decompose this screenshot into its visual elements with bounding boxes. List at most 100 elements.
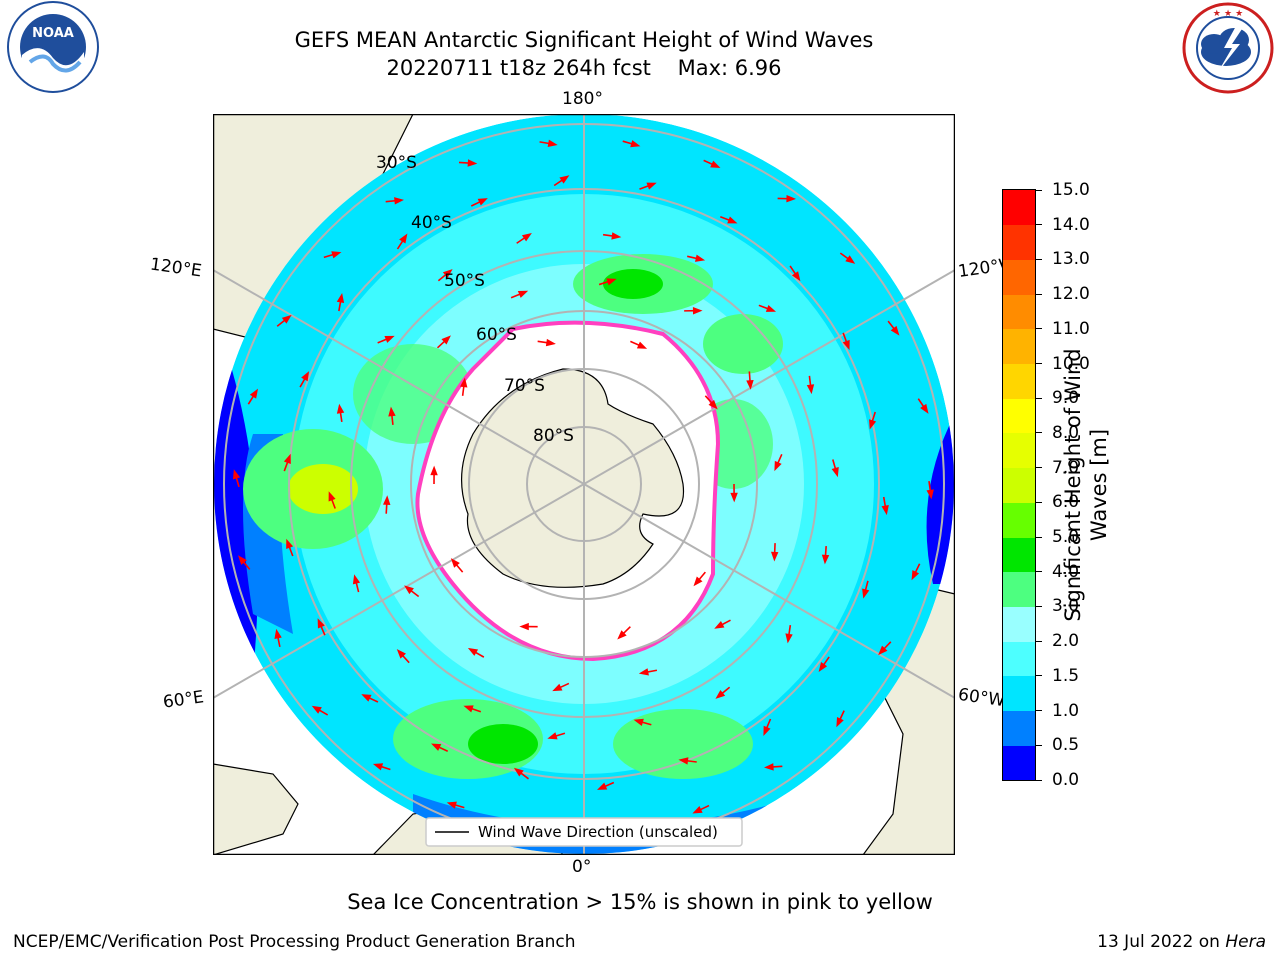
ice-note: Sea Ice Concentration > 15% is shown in … (347, 890, 933, 914)
colorbar-tick-label: 1.5 (1036, 666, 1079, 686)
wind-wave-arrowhead (638, 668, 649, 676)
wind-wave-arrowhead (920, 403, 929, 414)
wind-wave-arrowhead (630, 140, 641, 148)
colorbar-segment (1003, 745, 1035, 781)
wind-wave-arrowhead (477, 198, 488, 206)
wind-wave-arrowhead (890, 325, 900, 336)
title-line-1: GEFS MEAN Antarctic Significant Height o… (294, 28, 874, 52)
polar-map: 30°S 40°S 50°S 60°S 70°S 80°S Wind Wave … (213, 114, 955, 855)
wind-wave-arrowhead (372, 763, 384, 771)
lon-label-60w: 60°W (956, 684, 1007, 712)
wind-wave-arrowhead (399, 233, 408, 244)
colorbar-tick-label: 3.0 (1036, 596, 1079, 616)
lat-label-30s: 30°S (376, 153, 417, 173)
colorbar-tick-label: 2.0 (1036, 631, 1079, 651)
wind-wave-arrowhead (431, 743, 442, 751)
wind-wave-arrowhead (911, 570, 920, 581)
wind-wave-arrowhead (692, 805, 703, 814)
wind-wave-arrowhead (710, 160, 721, 168)
noaa-wordmark: NOAA (32, 26, 74, 41)
colorbar-segment (1003, 571, 1035, 607)
wind-wave-arrowhead (336, 403, 345, 414)
lat-label-70s: 70°S (504, 376, 545, 396)
wind-wave-arrowhead (818, 662, 828, 673)
colorbar-segment (1003, 467, 1035, 503)
colorbar-segment (1003, 641, 1035, 677)
noaa-logo: NOAA (7, 1, 99, 93)
wind-wave-arrowhead (394, 197, 404, 205)
colorbar-label: Significant Height of Wind Waves [m] (1060, 335, 1120, 635)
lon-label-60e: 60°E (161, 687, 206, 713)
colorbar-segment (1003, 224, 1035, 260)
colorbar-label-line-2: Waves [m] (1087, 428, 1111, 542)
wind-wave-arrowhead (384, 335, 395, 343)
wind-wave-arrowhead (404, 585, 414, 595)
madagascar-land (213, 763, 299, 855)
wind-wave-arrowhead (831, 466, 839, 478)
colorbar-segment (1003, 328, 1035, 365)
wind-wave-arrowhead (617, 630, 627, 640)
wind-wave-arrowhead (430, 465, 438, 476)
lon-label-0: 0° (572, 857, 592, 877)
colorbar-segment (1003, 363, 1035, 399)
wind-wave-arrowhead (774, 460, 782, 472)
map-frame (213, 114, 955, 855)
wind-wave-arrowhead (446, 801, 457, 809)
wind-wave-arrowhead (633, 718, 644, 726)
wind-wave-arrowhead (331, 251, 342, 259)
wind-wave-arrowhead (693, 576, 703, 587)
run-date-text: 13 Jul 2022 on (1097, 932, 1220, 952)
colorbar (1002, 189, 1036, 781)
colorbar-segment (1003, 398, 1035, 434)
wind-wave-arrowhead (559, 175, 570, 184)
wind-wave-arrowhead (442, 269, 453, 279)
wind-wave-arrowhead (336, 292, 345, 304)
lon-label-120e: 120°E (148, 254, 203, 282)
title-line-2: 20220711 t18z 264h fcst Max: 6.96 (0, 54, 1168, 82)
wind-wave-arrowhead (881, 505, 889, 516)
map-legend: Wind Wave Direction (unscaled) (425, 817, 743, 847)
wind-wave-arrowhead (388, 406, 396, 417)
colorbar-segment (1003, 606, 1035, 642)
colorbar-segment (1003, 259, 1035, 295)
branch-credit: NCEP/EMC/Verification Post Processing Pr… (13, 932, 576, 952)
wind-wave-arrowhead (791, 271, 801, 282)
lon-label-180: 180° (562, 89, 603, 109)
colorbar-tick-label: 7.0 (1036, 458, 1079, 478)
lat-label-80s: 80°S (533, 426, 574, 446)
wind-wave-arrowhead (352, 574, 361, 585)
wind-wave-arrowhead (596, 782, 608, 790)
graticule (213, 114, 955, 855)
wind-wave-arrowhead (547, 732, 558, 740)
wind-wave-arrowhead (441, 335, 451, 345)
wind-wave-arrowhead (519, 622, 529, 631)
wind-wave-arrowhead (237, 555, 247, 565)
colorbar-tick-label: 15.0 (1036, 180, 1090, 200)
forecast-cycle: 20220711 t18z 264h fcst (386, 56, 651, 80)
colorbar-label-line-1: Significant Height of Wind (1061, 348, 1085, 622)
wind-wave-arrowhead (786, 194, 796, 203)
wind-wave-arrowhead (836, 717, 844, 728)
colorbar-segment (1003, 432, 1035, 469)
wind-wave-arrowhead (547, 139, 558, 148)
chart-title: GEFS MEAN Antarctic Significant Height o… (0, 26, 1168, 82)
wind-wave-arrowhead (715, 689, 726, 699)
colorbar-tick-label: 6.0 (1036, 492, 1079, 512)
wind-wave-arrowhead (694, 254, 706, 262)
colorbar-tick-label: 1.0 (1036, 701, 1079, 721)
wind-wave-arrowhead (460, 377, 468, 388)
colorbar-tick-label: 9.0 (1036, 388, 1079, 408)
legend-label: Wind Wave Direction (unscaled) (478, 823, 718, 841)
wind-wave-arrowhead (283, 453, 291, 465)
wind-wave-arrowhead (770, 551, 779, 562)
wind-wave-arrowhead (845, 255, 856, 264)
machine-name: Hera (1225, 932, 1266, 952)
wind-wave-arrowhead (926, 489, 934, 500)
colorbar-tick-label: 12.0 (1036, 284, 1090, 304)
wind-wave-arrowhead (513, 767, 524, 777)
colorbar-tick-label: 8.0 (1036, 423, 1079, 443)
wind-wave-arrowhead (869, 419, 877, 430)
wind-wave-arrowhead (806, 384, 815, 395)
wind-wave-arrowhead (708, 399, 718, 410)
colorbar-segment (1003, 537, 1035, 573)
